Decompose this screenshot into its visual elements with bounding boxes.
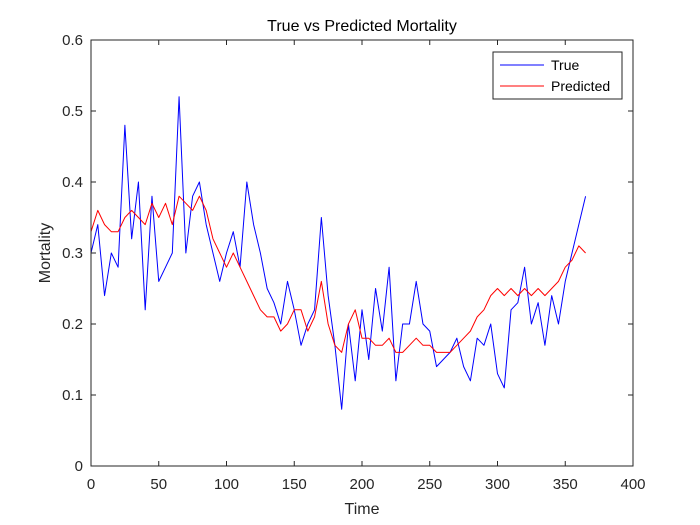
y-tick-label: 0.5 [62,103,83,120]
x-tick-label: 200 [349,476,374,493]
legend-box [492,51,623,100]
series-line-true [90,96,587,410]
axes-background [91,40,633,466]
y-tick-label: 0 [75,458,83,475]
y-tick-label: 0.6 [62,32,83,49]
x-tick-label: 150 [282,476,307,493]
legend-label-true: True [551,57,579,73]
y-tick-label: 0.3 [62,245,83,262]
x-tick-label: 0 [87,476,95,493]
x-tick-label: 50 [150,476,167,493]
x-tick-label: 350 [553,476,578,493]
plot-area [90,40,633,466]
y-tick-label: 0.4 [62,174,83,191]
x-axis-title: Time [345,501,380,518]
chart-title: True vs Predicted Mortality [267,18,457,35]
series-line-predicted [90,195,586,353]
x-tick-label: 100 [214,476,239,493]
legend: True Predicted [492,51,623,100]
axes-box [90,39,634,467]
x-tick-label: 300 [485,476,510,493]
x-tick-label: 250 [417,476,442,493]
axis-ticks: 0 50 100 150 200 250 300 350 400 0 0.1 0.2 0.3 0.4 0.5… [62,32,645,493]
legend-label-predicted: Predicted [551,78,610,94]
x-tick-label: 400 [620,476,645,493]
y-tick-label: 0.2 [62,316,83,333]
y-tick-label: 0.1 [62,387,83,404]
y-axis-title: Mortality [37,223,54,283]
